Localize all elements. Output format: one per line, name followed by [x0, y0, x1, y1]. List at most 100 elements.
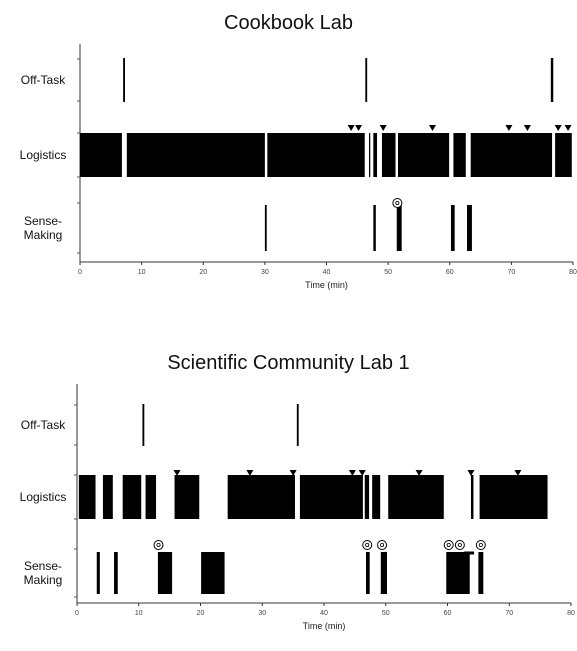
interval-bar-sense-making — [96, 552, 100, 594]
triangle-marker — [379, 125, 387, 131]
x-tick-label: 10 — [138, 269, 146, 276]
interval-bar-sense-making — [446, 552, 470, 594]
x-tick-label: 60 — [446, 269, 454, 276]
triangle-marker — [554, 125, 562, 131]
row-label: Sense- — [24, 214, 62, 228]
interval-bar-logistics — [299, 475, 363, 519]
dash-marker — [464, 551, 475, 555]
interval-bar-logistics — [479, 475, 548, 519]
interval-bar-logistics — [267, 133, 365, 177]
row-label: Sense- — [24, 559, 62, 573]
x-tick-label: 80 — [569, 269, 577, 276]
triangle-marker — [523, 125, 531, 131]
interval-bar-logistics — [381, 133, 396, 177]
row-label: Off-Task — [21, 418, 66, 432]
x-axis-title: Time (min) — [303, 621, 346, 631]
x-tick-label: 30 — [258, 610, 266, 617]
circle-marker — [454, 540, 465, 550]
x-tick-label: 70 — [505, 610, 513, 617]
circle-marker — [377, 540, 388, 550]
interval-bar-logistics — [174, 475, 200, 519]
circle-marker — [475, 540, 486, 550]
interval-bar-sense-making — [478, 552, 484, 594]
circle-marker — [443, 540, 454, 550]
row-label: Making — [24, 573, 63, 587]
x-tick-label: 40 — [323, 269, 331, 276]
interval-bar-logistics — [470, 133, 553, 177]
timeline-chart: Off-Task Logistics Sense-Making 0 10 20 30 40 50… — [20, 44, 577, 290]
x-tick-label: 30 — [261, 269, 269, 276]
interval-bar-logistics — [555, 133, 572, 177]
interval-bar-logistics — [126, 133, 265, 177]
circle-marker — [392, 198, 403, 208]
triangle-marker — [358, 470, 366, 476]
triangle-marker — [355, 125, 363, 131]
row-label: Logistics — [20, 490, 67, 504]
triangle-marker — [246, 470, 254, 476]
triangle-marker — [415, 470, 423, 476]
x-tick-label: 20 — [199, 269, 207, 276]
interval-bar-logistics — [388, 475, 444, 519]
x-tick-label: 40 — [320, 610, 328, 617]
interval-bar-sense-making — [450, 205, 455, 251]
x-tick-label: 10 — [135, 610, 143, 617]
interval-bar-logistics — [102, 475, 113, 519]
interval-bar-sense-making — [373, 205, 376, 251]
triangle-marker — [428, 125, 436, 131]
interval-bar-logistics — [122, 475, 142, 519]
interval-bar-off-task — [296, 404, 299, 446]
interval-bar-logistics — [364, 475, 370, 519]
interval-bar-logistics — [80, 133, 122, 177]
x-tick-label: 0 — [78, 269, 82, 276]
interval-bar-off-task — [123, 58, 125, 102]
interval-bar-sense-making — [157, 552, 173, 594]
chart-title: Cookbook Lab — [224, 12, 353, 34]
interval-bar-logistics — [397, 133, 450, 177]
triangle-marker — [467, 470, 475, 476]
circle-marker — [362, 540, 373, 550]
chart-panel-scientific-community: Scientific Community Lab 1 Off-Task Logis… — [0, 340, 577, 651]
x-tick-label: 80 — [567, 610, 575, 617]
interval-bar-off-task — [365, 58, 368, 102]
chart-title: Scientific Community Lab 1 — [167, 352, 410, 374]
triangle-marker — [564, 125, 572, 131]
interval-bar-logistics — [470, 475, 474, 519]
row-label: Off-Task — [21, 73, 66, 87]
triangle-marker — [173, 470, 181, 476]
triangle-marker — [348, 470, 356, 476]
x-tick-label: 50 — [382, 610, 390, 617]
x-tick-label: 60 — [444, 610, 452, 617]
x-tick-label: 70 — [507, 269, 515, 276]
circle-marker-inner — [457, 542, 462, 547]
interval-bar-sense-making — [396, 205, 402, 251]
interval-bar-sense-making — [114, 552, 118, 594]
interval-bar-logistics — [145, 475, 157, 519]
interval-bar-sense-making — [380, 552, 387, 594]
triangle-marker — [514, 470, 522, 476]
interval-bar-logistics — [372, 475, 381, 519]
circle-marker-inner — [380, 542, 385, 547]
chart-panel-cookbook: Cookbook Lab Off-Task Logistics Sense- Maki… — [0, 0, 577, 318]
interval-bar-logistics — [227, 475, 295, 519]
circle-marker-inner — [478, 542, 483, 547]
interval-bar-sense-making — [467, 205, 472, 251]
row-label: Making — [24, 228, 63, 242]
timeline-chart: Off-Task Logistics Sense-Making 0 10 20 30 40 50… — [20, 384, 575, 631]
triangle-marker — [289, 470, 297, 476]
interval-bar-logistics — [78, 475, 96, 519]
interval-bar-sense-making — [264, 205, 267, 251]
interval-bar-logistics — [373, 133, 378, 177]
interval-bar-sense-making — [201, 552, 225, 594]
x-axis-title: Time (min) — [305, 280, 348, 290]
row-label: Logistics — [20, 148, 67, 162]
interval-bar-off-task — [550, 58, 554, 102]
circle-marker-inner — [156, 542, 161, 547]
circle-marker-inner — [395, 200, 400, 205]
triangle-marker — [347, 125, 355, 131]
interval-bar-logistics — [453, 133, 466, 177]
circle-marker-inner — [365, 542, 370, 547]
triangle-marker — [505, 125, 513, 131]
circle-marker — [153, 540, 164, 550]
interval-bar-off-task — [142, 404, 145, 446]
interval-bar-logistics — [369, 133, 371, 177]
